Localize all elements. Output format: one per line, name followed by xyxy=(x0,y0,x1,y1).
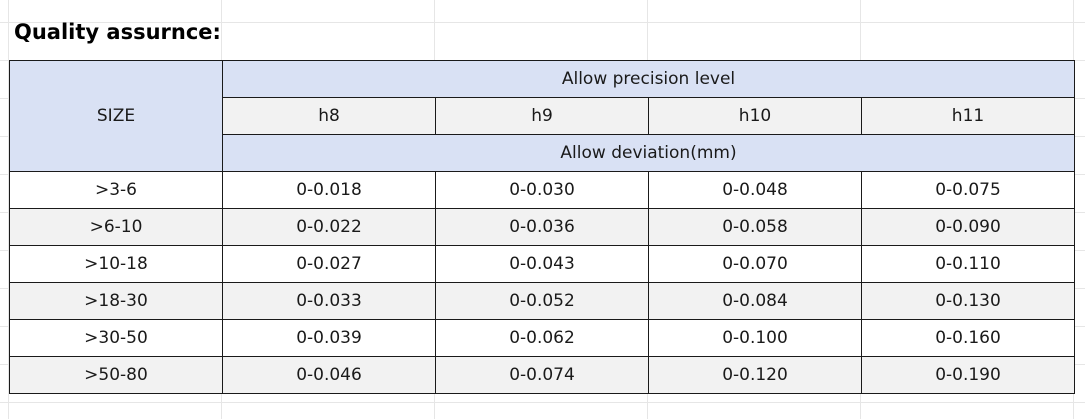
size-cell: >6-10 xyxy=(9,208,223,246)
value-cell: 0-0.033 xyxy=(222,282,436,320)
value-cell: 0-0.048 xyxy=(648,171,862,209)
value-cell: 0-0.043 xyxy=(435,245,649,283)
size-cell: >3-6 xyxy=(9,171,223,209)
size-cell: >30-50 xyxy=(9,319,223,357)
table-row: >10-18 0-0.027 0-0.043 0-0.070 0-0.110 xyxy=(9,245,1075,283)
value-cell: 0-0.090 xyxy=(861,208,1075,246)
value-cell: 0-0.027 xyxy=(222,245,436,283)
table-row: >30-50 0-0.039 0-0.062 0-0.100 0-0.160 xyxy=(9,319,1075,357)
table-row: >6-10 0-0.022 0-0.036 0-0.058 0-0.090 xyxy=(9,208,1075,246)
size-cell: >10-18 xyxy=(9,245,223,283)
value-cell: 0-0.052 xyxy=(435,282,649,320)
grade-header-h11: h11 xyxy=(861,97,1075,135)
value-cell: 0-0.022 xyxy=(222,208,436,246)
value-cell: 0-0.084 xyxy=(648,282,862,320)
value-cell: 0-0.120 xyxy=(648,356,862,394)
grade-header-h10: h10 xyxy=(648,97,862,135)
tolerance-table: SIZE Allow precision level h8 h9 h10 h11… xyxy=(9,60,1075,394)
deviation-header: Allow deviation(mm) xyxy=(222,134,1075,172)
value-cell: 0-0.030 xyxy=(435,171,649,209)
grade-header-h9: h9 xyxy=(435,97,649,135)
value-cell: 0-0.058 xyxy=(648,208,862,246)
value-cell: 0-0.074 xyxy=(435,356,649,394)
table-row: >3-6 0-0.018 0-0.030 0-0.048 0-0.075 xyxy=(9,171,1075,209)
header-row-deviation: Allow deviation(mm) xyxy=(10,134,1075,172)
grade-header-h8: h8 xyxy=(222,97,436,135)
value-cell: 0-0.062 xyxy=(435,319,649,357)
header-row-grades: h8 h9 h10 h11 xyxy=(10,97,1075,135)
value-cell: 0-0.018 xyxy=(222,171,436,209)
size-header: SIZE xyxy=(9,60,223,172)
table-row: >18-30 0-0.033 0-0.052 0-0.084 0-0.130 xyxy=(9,282,1075,320)
size-cell: >18-30 xyxy=(9,282,223,320)
header-row-precision: SIZE Allow precision level xyxy=(9,60,1075,172)
value-cell: 0-0.110 xyxy=(861,245,1075,283)
value-cell: 0-0.039 xyxy=(222,319,436,357)
value-cell: 0-0.100 xyxy=(648,319,862,357)
value-cell: 0-0.160 xyxy=(861,319,1075,357)
value-cell: 0-0.070 xyxy=(648,245,862,283)
value-cell: 0-0.046 xyxy=(222,356,436,394)
table-row: >50-80 0-0.046 0-0.074 0-0.120 0-0.190 xyxy=(9,356,1075,394)
size-cell: >50-80 xyxy=(9,356,223,394)
value-cell: 0-0.190 xyxy=(861,356,1075,394)
value-cell: 0-0.075 xyxy=(861,171,1075,209)
value-cell: 0-0.130 xyxy=(861,282,1075,320)
page-title: Quality assurnce: xyxy=(14,20,221,44)
precision-level-header: Allow precision level xyxy=(222,60,1075,98)
value-cell: 0-0.036 xyxy=(435,208,649,246)
